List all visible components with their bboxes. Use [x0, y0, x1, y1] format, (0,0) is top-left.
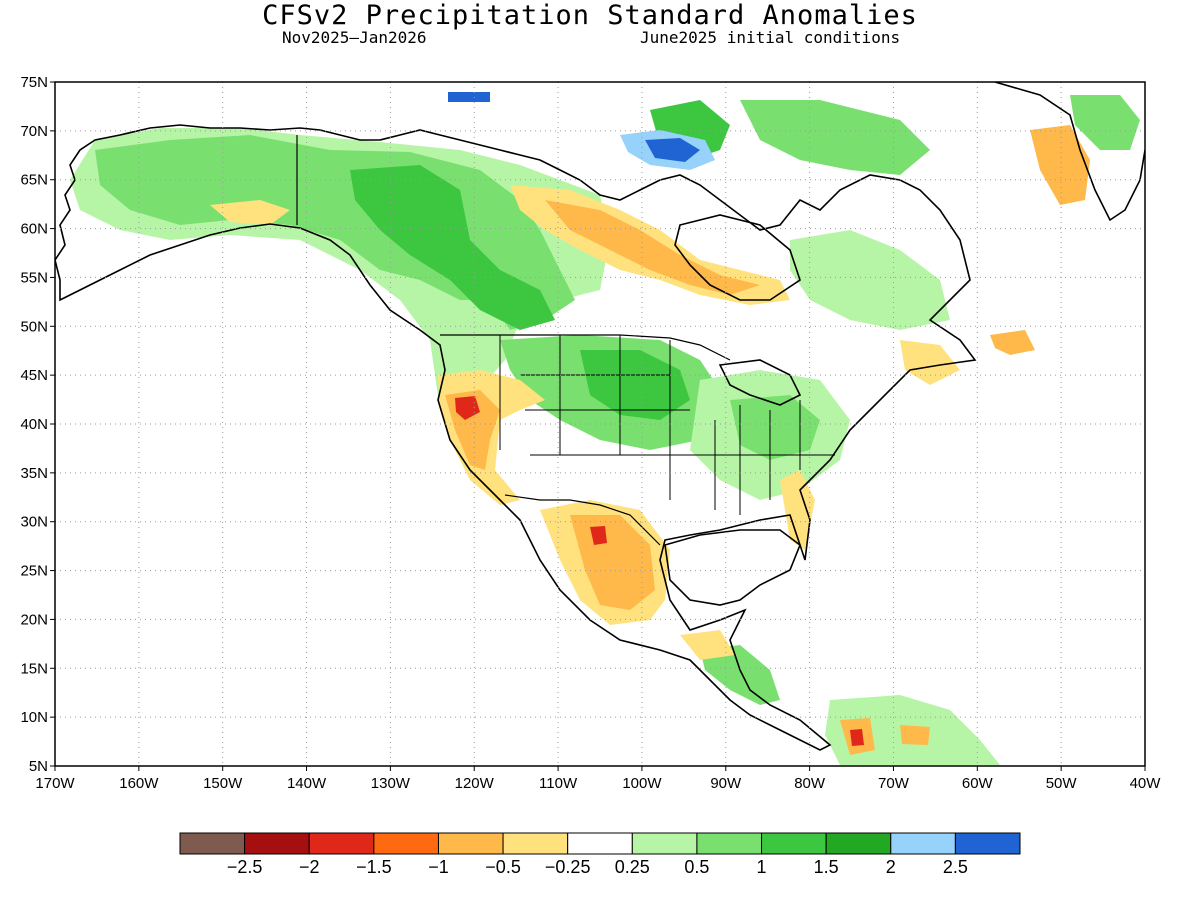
- lon-label: 40W: [1130, 775, 1162, 792]
- dry-greenland-region: [1030, 125, 1090, 205]
- lat-label: 35N: [20, 465, 48, 482]
- lon-label: 60W: [962, 775, 994, 792]
- lon-label: 110W: [539, 775, 578, 792]
- lat-label: 20N: [20, 611, 48, 628]
- lon-label: 70W: [878, 775, 910, 792]
- dry-mexico-strong: [590, 526, 607, 545]
- lon-label: 50W: [1046, 775, 1078, 792]
- colorbar-labels: −2.5 −2 −1.5 −1 −0.5 −0.25 0.25 0.5 1 1.5 2 2.5: [227, 857, 968, 877]
- wet-quebec-region: [790, 230, 950, 330]
- colorbar-label: 1: [757, 857, 767, 877]
- lat-label: 10N: [20, 709, 48, 726]
- colorbar-swatch: [373, 832, 439, 855]
- lon-label: 130W: [371, 775, 411, 792]
- colorbar-label: −1: [428, 857, 449, 877]
- colorbar-label: 2: [886, 857, 896, 877]
- wet-plains-core: [580, 350, 690, 420]
- latitude-axis: 75N 70N 65N 60N 55N 50N 45N 40N 35N 30N 25N 20N 15N 1…: [20, 74, 55, 775]
- very-wet-north: [448, 92, 490, 102]
- lat-label: 40N: [20, 416, 48, 433]
- colorbar-swatch: [567, 832, 633, 855]
- dry-south-america-strong: [850, 729, 864, 746]
- gulf-of-mexico-outline: [664, 529, 801, 606]
- lat-label: 30N: [20, 514, 48, 531]
- lon-label: 140W: [287, 775, 327, 792]
- colorbar-swatch: [761, 832, 827, 855]
- dry-newfoundland-core: [990, 330, 1035, 355]
- colorbar-label: 0.25: [615, 857, 650, 877]
- colorbar-swatch: [244, 832, 310, 855]
- lat-label: 55N: [20, 269, 48, 286]
- lat-label: 60N: [20, 221, 48, 238]
- longitude-axis: 170W 160W 150W 140W 130W 120W 110W 100W 90W 80W 70…: [35, 766, 1161, 792]
- colorbar-label: 1.5: [814, 857, 839, 877]
- initial-conditions: June2025 initial conditions: [640, 28, 901, 47]
- wet-strong-region: [350, 165, 555, 330]
- lat-label: 15N: [20, 660, 48, 677]
- lon-label: 90W: [710, 775, 742, 792]
- lat-label: 65N: [20, 172, 48, 189]
- colorbar-label: 2.5: [943, 857, 968, 877]
- wet-greenland-region: [1070, 95, 1140, 150]
- coastlines: [55, 82, 1145, 751]
- dry-california-region: [438, 370, 545, 505]
- colorbar-swatch: [825, 832, 892, 855]
- colorbar: [179, 832, 1021, 855]
- colorbar-swatch: [502, 832, 569, 855]
- dry-hudson-core: [545, 200, 760, 295]
- dry-maritimes-region: [900, 340, 960, 385]
- us-mexico-border: [504, 494, 661, 546]
- lon-label: 100W: [622, 775, 662, 792]
- hudson-bay-outline: [674, 214, 801, 301]
- lat-label: 50N: [20, 318, 48, 335]
- great-lakes-outline: [718, 359, 802, 406]
- colorbar-label: −2.5: [227, 857, 263, 877]
- lon-label: 120W: [455, 775, 495, 792]
- lat-label: 25N: [20, 563, 48, 580]
- colorbar-label: −0.5: [485, 857, 521, 877]
- lat-label: 5N: [29, 758, 48, 775]
- colorbar-label: −1.5: [356, 857, 392, 877]
- lon-label: 150W: [203, 775, 243, 792]
- colorbar-swatch: [437, 832, 504, 855]
- greenland-outline: [994, 82, 1145, 222]
- dry-venezuela: [900, 725, 930, 745]
- colorbar-swatch: [308, 832, 375, 855]
- dry-southeast-region: [780, 470, 815, 550]
- colorbar-swatch: [179, 832, 246, 855]
- dry-mexico-core: [570, 515, 655, 610]
- lat-label: 75N: [20, 74, 48, 91]
- lat-label: 70N: [20, 123, 48, 140]
- wet-central-america: [700, 645, 780, 705]
- wet-arctic-region: [740, 100, 930, 175]
- lon-label: 170W: [35, 775, 75, 792]
- colorbar-swatch: [696, 832, 763, 855]
- colorbar-swatch: [631, 832, 698, 855]
- lat-label: 45N: [20, 367, 48, 384]
- map-grid: [55, 82, 1145, 766]
- dry-alaska-region: [210, 200, 290, 225]
- colorbar-label: −2: [299, 857, 320, 877]
- wet-east-core: [730, 395, 820, 460]
- north-america-coastline: [55, 124, 977, 751]
- map-title: CFSv2 Precipitation Standard Anomalies: [262, 0, 918, 31]
- forecast-period: Nov2025–Jan2026: [282, 28, 427, 47]
- lon-label: 160W: [119, 775, 159, 792]
- anomaly-shading: [70, 92, 1140, 765]
- colorbar-swatch: [890, 832, 956, 855]
- extreme-wet-region: [645, 138, 700, 162]
- lon-label: 80W: [794, 775, 826, 792]
- colorbar-swatch: [954, 832, 1021, 855]
- colorbar-label: 0.5: [684, 857, 709, 877]
- colorbar-label: −0.25: [545, 857, 591, 877]
- dry-guatemala: [680, 630, 735, 660]
